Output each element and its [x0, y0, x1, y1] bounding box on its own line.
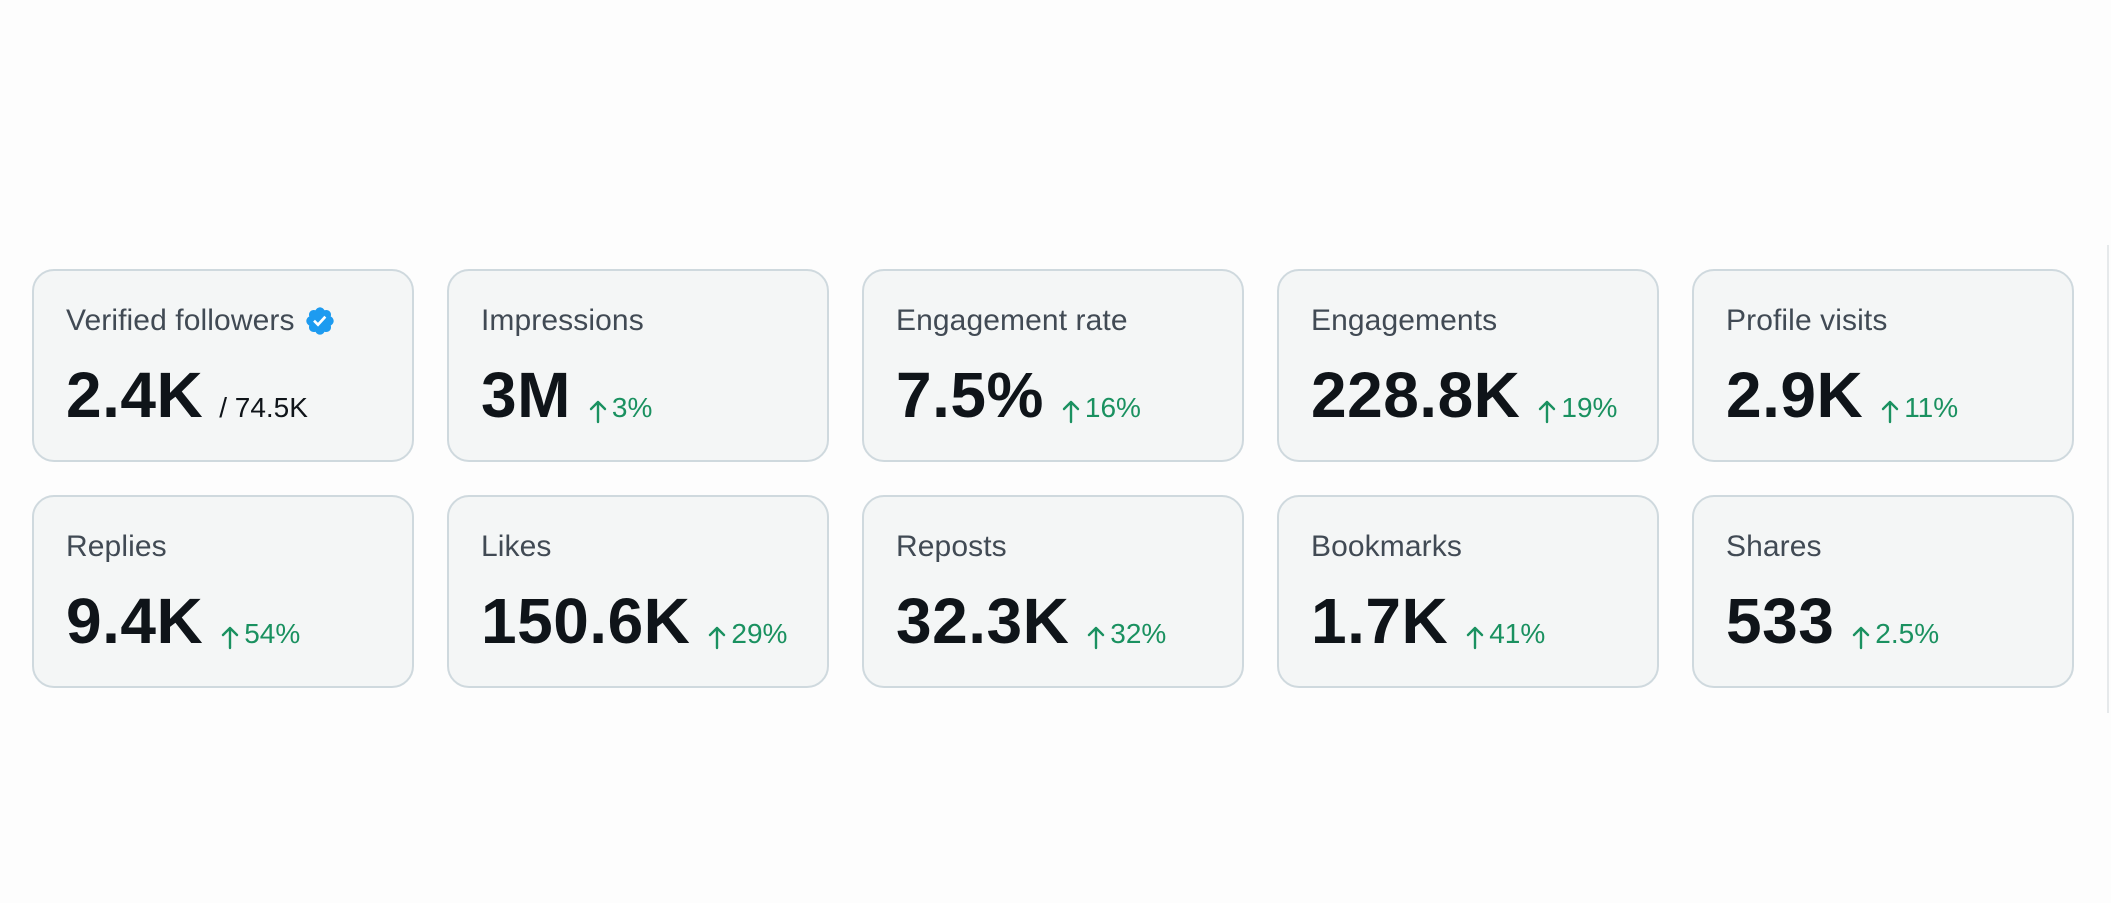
metric-delta: 3%	[588, 392, 652, 424]
metric-delta: 19%	[1537, 392, 1617, 424]
metric-value-row: 9.4K 54%	[66, 589, 380, 653]
metric-delta-value: 16%	[1084, 392, 1141, 423]
metric-card-bookmarks[interactable]: Bookmarks 1.7K 41%	[1277, 495, 1659, 688]
metric-value: 533	[1726, 585, 1835, 657]
metric-value-row: 1.7K 41%	[1311, 589, 1625, 653]
metric-value-row: 2.4K / 74.5K	[66, 363, 380, 427]
arrow-up-icon	[709, 626, 726, 650]
arrow-up-icon	[1853, 626, 1870, 650]
metric-card-profile-visits[interactable]: Profile visits 2.9K 11%	[1692, 269, 2074, 462]
metric-value: 2.9K	[1726, 359, 1864, 431]
metric-delta-value: 3%	[611, 392, 653, 423]
metric-label-row: Likes	[481, 527, 795, 567]
metrics-grid: Verified followers 2.4K / 74.5K Impressi…	[32, 269, 2074, 688]
arrow-up-icon	[1062, 400, 1080, 424]
metric-label: Engagements	[1311, 304, 1498, 337]
metric-delta-value: 29%	[731, 618, 788, 649]
arrow-up-icon	[1539, 400, 1556, 424]
metric-delta-value: 41%	[1489, 618, 1546, 649]
metric-label-row: Profile visits	[1726, 301, 2040, 341]
metric-card-engagements[interactable]: Engagements 228.8K 19%	[1277, 269, 1659, 462]
metric-value: 150.6K	[481, 585, 691, 657]
metric-label: Likes	[481, 530, 552, 563]
panel-edge-divider	[2107, 245, 2109, 713]
metric-delta: 16%	[1061, 392, 1141, 424]
metric-value-row: 3M 3%	[481, 363, 795, 427]
metric-label-row: Verified followers	[66, 301, 380, 341]
metric-delta-value: 19%	[1561, 392, 1618, 423]
metric-label: Replies	[66, 530, 167, 563]
verified-badge-icon	[304, 305, 336, 337]
metric-label: Profile visits	[1726, 304, 1888, 337]
metric-card-likes[interactable]: Likes 150.6K 29%	[447, 495, 829, 688]
metric-delta: 11%	[1880, 392, 1958, 424]
metric-label: Verified followers	[66, 304, 295, 337]
metric-value: 2.4K	[66, 359, 204, 431]
metric-card-reposts[interactable]: Reposts 32.3K 32%	[862, 495, 1244, 688]
metric-delta: 32%	[1086, 618, 1166, 650]
metric-total: / 74.5K	[219, 392, 308, 423]
metric-value: 32.3K	[896, 585, 1070, 657]
metric-value: 3M	[481, 359, 571, 431]
metric-delta-value: 11%	[1904, 392, 1959, 423]
arrow-up-icon	[1088, 626, 1105, 650]
metric-delta-value: 32%	[1110, 618, 1167, 649]
metric-value-row: 2.9K 11%	[1726, 363, 2040, 427]
arrow-up-icon	[1466, 626, 1484, 650]
metric-delta: 29%	[707, 618, 787, 650]
metric-label-row: Impressions	[481, 301, 795, 341]
metric-delta: 41%	[1465, 618, 1545, 650]
metric-label-row: Shares	[1726, 527, 2040, 567]
metric-label-row: Engagement rate	[896, 301, 1210, 341]
metric-value: 1.7K	[1311, 585, 1449, 657]
metric-card-impressions[interactable]: Impressions 3M 3%	[447, 269, 829, 462]
metric-card-engagement-rate[interactable]: Engagement rate 7.5% 16%	[862, 269, 1244, 462]
metric-label: Bookmarks	[1311, 530, 1462, 563]
metric-value-row: 32.3K 32%	[896, 589, 1210, 653]
arrow-up-icon	[1881, 400, 1899, 424]
metric-value: 7.5%	[896, 359, 1044, 431]
metric-value-row: 150.6K 29%	[481, 589, 795, 653]
metric-label: Reposts	[896, 530, 1007, 563]
metric-label: Engagement rate	[896, 304, 1128, 337]
metric-label-row: Bookmarks	[1311, 527, 1625, 567]
metric-value: 228.8K	[1311, 359, 1521, 431]
metric-delta-value: 2.5%	[1875, 618, 1940, 649]
metric-delta: 2.5%	[1851, 618, 1939, 650]
arrow-up-icon	[221, 626, 239, 650]
metric-delta: 54%	[220, 618, 300, 650]
metric-label-row: Replies	[66, 527, 380, 567]
metric-value: 9.4K	[66, 585, 204, 657]
metric-value-row: 533 2.5%	[1726, 589, 2040, 653]
metric-label: Impressions	[481, 304, 644, 337]
metric-label-row: Reposts	[896, 527, 1210, 567]
metric-value-row: 228.8K 19%	[1311, 363, 1625, 427]
arrow-up-icon	[589, 400, 607, 424]
metric-value-row: 7.5% 16%	[896, 363, 1210, 427]
metric-card-replies[interactable]: Replies 9.4K 54%	[32, 495, 414, 688]
metric-delta-value: 54%	[244, 618, 301, 649]
metric-card-verified-followers[interactable]: Verified followers 2.4K / 74.5K	[32, 269, 414, 462]
metric-label: Shares	[1726, 530, 1822, 563]
metric-card-shares[interactable]: Shares 533 2.5%	[1692, 495, 2074, 688]
metric-label-row: Engagements	[1311, 301, 1625, 341]
